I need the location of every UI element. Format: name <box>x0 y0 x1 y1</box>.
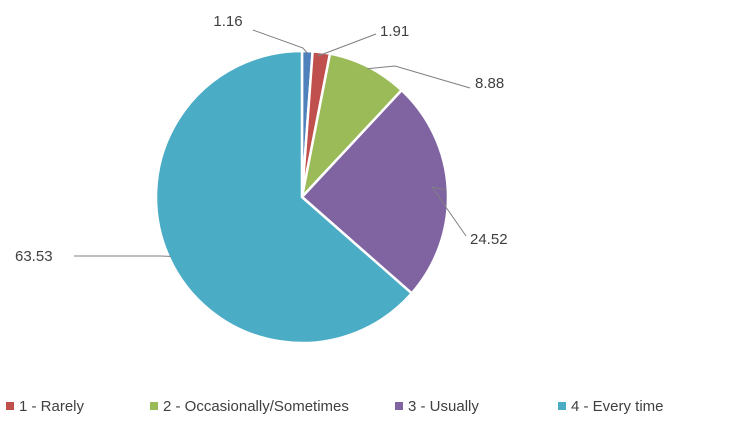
pie-slices <box>156 51 448 343</box>
leader-line-1-rarely <box>318 34 376 56</box>
legend-item-1-rarely: 1 - Rarely <box>6 398 85 415</box>
legend: 1 - Rarely 2 - Occasionally/Sometimes 3 - … <box>6 398 664 415</box>
legend-swatch-1-rarely <box>6 402 14 410</box>
legend-swatch-3-usually <box>395 402 403 410</box>
legend-item-2-occasionally-sometimes: 2 - Occasionally/Sometimes <box>150 398 349 415</box>
legend-label-1-rarely: 1 - Rarely <box>19 398 85 415</box>
legend-item-4-every-time: 4 - Every time <box>558 398 664 415</box>
legend-item-3-usually: 3 - Usually <box>395 398 479 415</box>
legend-label-3-usually: 3 - Usually <box>408 398 479 415</box>
data-label-2-occasionally-sometimes: 8.88 <box>475 75 504 92</box>
data-label-1-rarely: 1.91 <box>380 23 409 40</box>
legend-swatch-2-occasionally-sometimes <box>150 402 158 410</box>
data-label-3-usually: 24.52 <box>470 231 508 248</box>
legend-label-2-occasionally-sometimes: 2 - Occasionally/Sometimes <box>163 398 349 415</box>
legend-swatch-4-every-time <box>558 402 566 410</box>
data-label-never: 1.16 <box>213 13 242 30</box>
leader-line-never <box>253 30 307 53</box>
data-label-4-every-time: 63.53 <box>15 248 53 265</box>
legend-label-4-every-time: 4 - Every time <box>571 398 664 415</box>
